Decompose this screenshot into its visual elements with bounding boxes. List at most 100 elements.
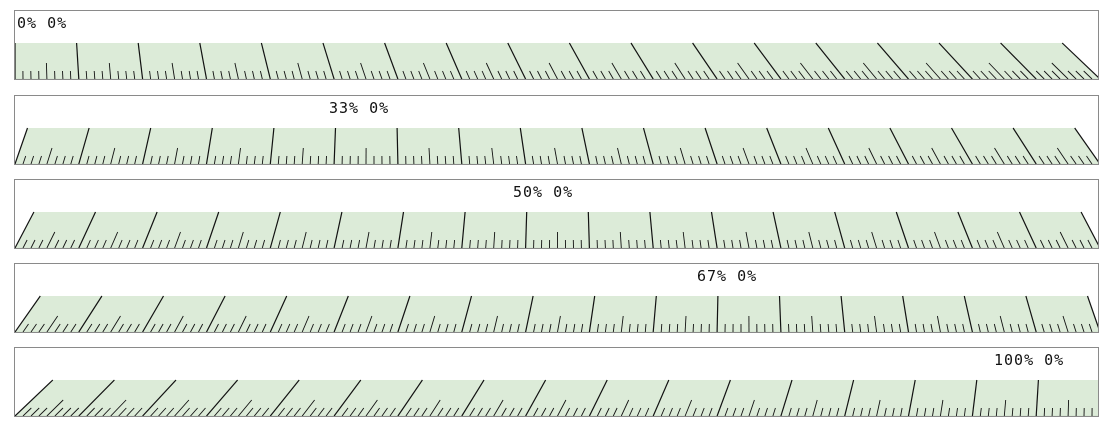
minor-tick <box>533 323 536 332</box>
minor-tick <box>110 231 119 248</box>
minor-tick <box>110 147 116 164</box>
minor-tick <box>354 70 359 79</box>
minor-tick <box>766 70 774 79</box>
minor-tick <box>182 239 186 248</box>
minor-tick <box>46 147 53 164</box>
minor-tick <box>437 239 440 248</box>
minor-tick <box>676 323 679 332</box>
major-tick <box>1074 127 1098 163</box>
minor-tick <box>994 147 1005 164</box>
minor-tick <box>1088 323 1093 332</box>
minor-tick <box>876 399 881 416</box>
minor-tick <box>533 407 539 416</box>
minor-tick <box>453 407 460 416</box>
minor-tick <box>860 407 863 416</box>
minor-tick <box>421 239 424 248</box>
minor-tick <box>1009 323 1013 332</box>
minor-tick <box>934 231 941 248</box>
minor-tick <box>993 323 997 332</box>
minor-tick <box>54 407 64 416</box>
minor-tick <box>579 155 582 164</box>
minor-tick <box>727 70 734 79</box>
major-tick <box>630 42 654 79</box>
minor-tick <box>573 323 576 332</box>
minor-tick <box>221 155 225 164</box>
minor-tick <box>679 147 686 164</box>
minor-tick <box>699 239 702 248</box>
minor-tick <box>576 70 582 79</box>
minor-tick <box>150 407 159 416</box>
minor-tick <box>1070 155 1077 164</box>
minor-tick <box>818 239 822 248</box>
minor-tick <box>428 147 431 164</box>
minor-tick <box>723 239 726 248</box>
minor-tick <box>277 407 285 416</box>
minor-tick <box>307 70 311 79</box>
minor-tick <box>573 407 578 416</box>
minor-tick <box>1011 407 1014 416</box>
major-tick <box>142 295 165 332</box>
minor-tick <box>501 323 504 332</box>
minor-tick <box>253 407 262 416</box>
minor-tick <box>325 407 333 416</box>
minor-tick <box>277 239 281 248</box>
minor-tick <box>541 323 544 332</box>
minor-tick <box>867 323 870 332</box>
minor-tick <box>259 70 263 79</box>
minor-tick <box>805 147 814 164</box>
minor-tick <box>952 239 957 248</box>
minor-tick <box>485 239 487 248</box>
minor-tick <box>277 155 280 164</box>
minor-tick <box>118 323 124 332</box>
minor-tick <box>802 239 806 248</box>
major-tick <box>396 127 399 164</box>
minor-tick <box>190 239 194 248</box>
major-tick <box>15 379 54 416</box>
minor-tick <box>484 155 487 164</box>
minor-tick <box>803 323 806 332</box>
minor-tick <box>449 70 455 79</box>
minor-tick <box>402 70 407 79</box>
minor-tick <box>188 70 191 79</box>
minor-tick <box>253 239 258 248</box>
minor-tick <box>405 239 408 248</box>
minor-tick <box>261 155 264 164</box>
minor-tick <box>636 323 639 332</box>
minor-tick <box>956 70 965 79</box>
major-tick <box>15 127 29 164</box>
major-tick <box>902 295 910 332</box>
minor-tick <box>684 399 693 416</box>
major-tick <box>333 295 349 332</box>
minor-tick <box>827 323 830 332</box>
minor-tick <box>951 155 957 164</box>
minor-tick <box>70 155 74 164</box>
minor-tick <box>816 155 822 164</box>
minor-tick <box>612 323 615 332</box>
minor-tick <box>349 239 353 248</box>
minor-tick <box>1051 70 1061 79</box>
minor-tick <box>798 70 806 79</box>
minor-tick <box>900 407 903 416</box>
minor-tick <box>596 323 599 332</box>
minor-tick <box>54 155 58 164</box>
minor-tick <box>1003 399 1007 416</box>
minor-tick <box>501 407 507 416</box>
minor-tick <box>101 70 104 79</box>
minor-tick <box>477 407 483 416</box>
minor-tick <box>834 239 838 248</box>
minor-tick <box>421 407 428 416</box>
major-tick <box>397 379 423 416</box>
minor-tick <box>22 155 27 164</box>
minor-tick <box>745 231 750 248</box>
minor-tick <box>405 323 409 332</box>
minor-tick <box>549 323 552 332</box>
minor-tick <box>46 399 64 416</box>
major-tick <box>397 295 411 332</box>
minor-tick <box>721 155 726 164</box>
minor-tick <box>808 231 814 248</box>
ruler-panel-3: 67% 0% <box>14 263 1099 333</box>
major-tick <box>15 295 41 332</box>
minor-tick <box>931 147 941 164</box>
ruler-band <box>15 296 1098 332</box>
minor-tick <box>731 239 734 248</box>
